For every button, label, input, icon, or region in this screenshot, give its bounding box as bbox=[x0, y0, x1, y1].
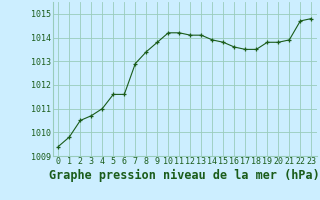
X-axis label: Graphe pression niveau de la mer (hPa): Graphe pression niveau de la mer (hPa) bbox=[49, 168, 320, 182]
